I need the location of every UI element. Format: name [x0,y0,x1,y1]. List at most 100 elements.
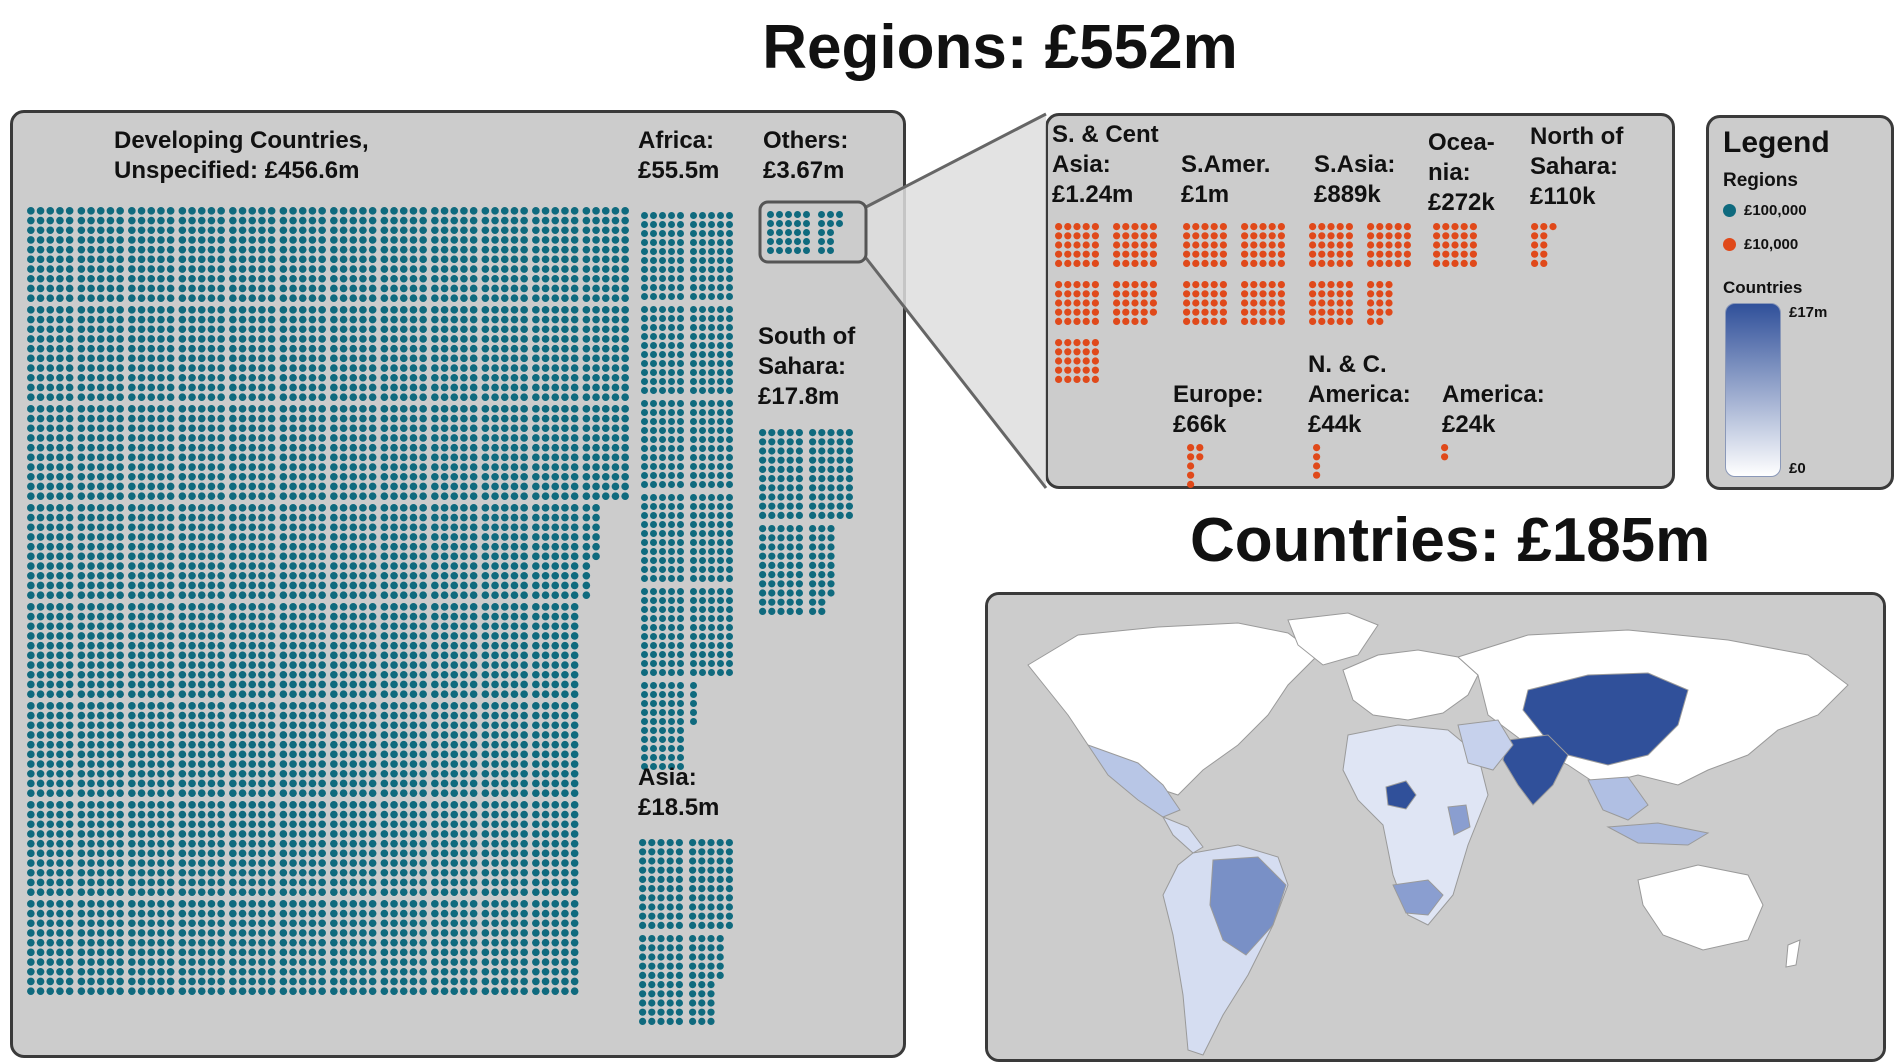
waffle-dot-developing [258,711,266,720]
waffle-dot-developing [46,581,55,590]
waffle-dot-developing [279,632,288,640]
waffle-dot-developing [570,562,579,570]
waffle-dot-developing [541,900,550,908]
waffle-dot-developing [359,661,367,669]
waffle-dot-developing [551,434,560,442]
waffle-dot-africa [668,427,675,434]
waffle-dot-developing [147,750,156,759]
waffle-dot-developing [368,632,377,640]
waffle-dot-developing [339,463,348,471]
waffle-dot-developing [106,779,115,788]
waffle-dot-developing [116,513,124,522]
waffle-dot-developing [491,929,499,937]
waffle-dot-developing [532,472,540,481]
waffle-dot-developing [582,216,591,225]
waffle-dot-developing [188,820,196,829]
waffle-dot-developing [229,284,237,293]
waffle-dot-developing [27,492,35,500]
waffle-dot-developing [390,335,398,343]
waffle-dot-developing [450,702,459,710]
waffle-dot-developing [65,383,74,392]
middle-east-shape [1457,719,1514,771]
waffle-dot-developing [128,711,136,720]
waffle-dot-developing [267,463,276,471]
waffle-dot-developing [308,552,317,561]
waffle-dot-developing [248,769,257,778]
waffle-dot-developing [481,591,490,599]
waffle-dot-africa [659,642,666,649]
waffle-dot-developing [238,690,247,698]
waffle-dot-developing [440,721,449,730]
waffle-dot-developing [510,612,519,621]
waffle-dot-developing [570,453,579,462]
waffle-dot-developing [197,255,206,264]
waffle-dot-developing [481,284,490,293]
waffle-dot-developing [481,750,490,759]
waffle-dot-developing [77,344,86,353]
waffle-dot-developing [289,750,297,759]
waffle-dot-developing [56,552,64,561]
waffle-dot-developing [349,364,358,372]
waffle-dot-developing [27,702,35,710]
waffle-dot-developing [147,453,156,462]
waffle-dot-developing [308,900,317,908]
waffle-dot-africa [659,454,666,461]
waffle-dot-developing [248,702,257,710]
waffle-dot-developing [217,581,225,590]
waffle-dot-developing [298,245,307,254]
waffle-dot-developing [510,789,519,797]
waffle-dot-developing [450,393,459,401]
waffle-dot-developing [267,888,276,896]
waffle-dot-developing [551,581,560,590]
waffle-dot-developing [481,325,490,334]
waffle-dot-developing [419,591,427,599]
waffle-dot-developing [541,245,550,254]
waffle-dot-developing [621,434,629,442]
waffle-dot-developing [197,513,206,522]
waffle-dot-developing [500,424,509,433]
waffle-dot-developing [65,958,74,966]
waffle-dot-developing [106,284,115,293]
waffle-dot-developing [106,245,115,254]
waffle-dot-developing [27,325,35,334]
waffle-dot-developing [298,255,307,264]
waffle-dot-developing [197,868,206,877]
waffle-dot-developing [298,750,307,759]
waffle-dot-developing [36,919,45,928]
waffle-dot-developing [77,888,86,896]
waffle-dot-developing [229,552,237,561]
waffle-dot-developing [166,443,175,452]
waffle-dot-africa [699,342,706,349]
waffle-dot-developing [570,405,579,413]
waffle-dot-developing [178,740,187,749]
waffle-dot-developing [157,680,165,689]
waffle-dot-developing [248,542,257,551]
waffle-dot-developing [440,434,449,442]
waffle-dot-developing [500,622,509,631]
waffle-dot-developing [217,335,225,343]
waffle-dot-developing [267,849,276,858]
waffle-dot-developing [96,740,105,749]
waffle-dot-africa [726,221,733,228]
waffle-dot-developing [450,868,459,877]
waffle-dot-developing [318,265,326,273]
waffle-dot-developing [380,721,389,730]
countries-title: Countries: £185m [1190,506,1711,575]
waffle-dot-developing [238,868,247,877]
waffle-dot-developing [166,622,175,631]
waffle-dot-developing [460,207,468,215]
waffle-dot-developing [27,236,35,244]
waffle-dot-developing [431,859,439,867]
waffle-dot-developing [570,859,579,867]
waffle-dot-developing [106,542,115,551]
waffle-dot-developing [510,967,519,976]
waffle-dot-developing [491,216,499,225]
waffle-dot-developing [561,306,569,314]
waffle-dot-developing [36,859,45,867]
waffle-dot-developing [359,443,367,452]
waffle-dot-developing [248,581,257,590]
waffle-dot-developing [621,373,629,382]
waffle-dot-developing [217,711,225,720]
waffle-dot-developing [611,434,620,442]
